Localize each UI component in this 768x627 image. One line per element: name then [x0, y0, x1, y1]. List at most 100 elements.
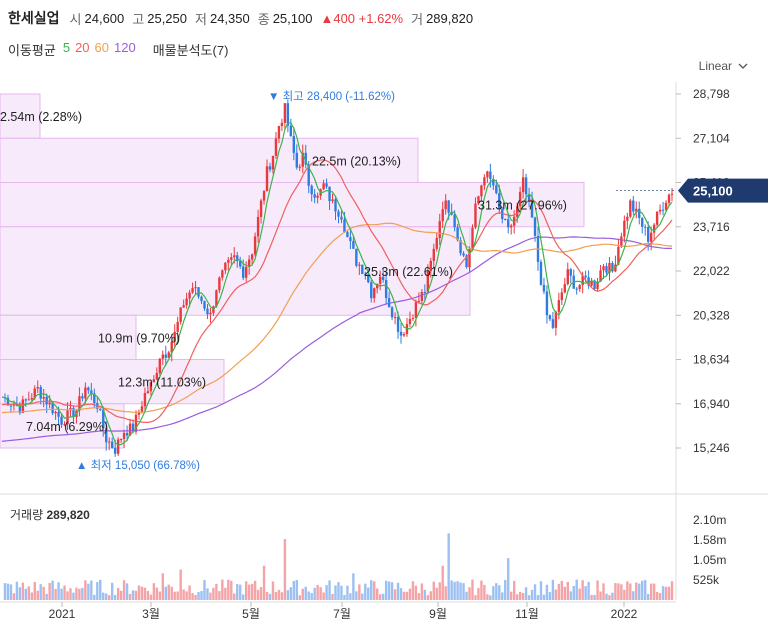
- candle-body: [191, 288, 194, 293]
- volume-bar: [563, 586, 566, 600]
- volume-profile-label: 7.04m (6.29%): [26, 420, 108, 434]
- volume-bar: [611, 592, 614, 600]
- x-tick-label: 2021: [49, 607, 76, 621]
- candle-body: [346, 232, 349, 238]
- volume-bar: [96, 582, 99, 600]
- volume-bar: [450, 580, 453, 600]
- volume-bar: [435, 587, 438, 600]
- volume-bar: [527, 595, 531, 600]
- candle-body: [304, 152, 307, 165]
- candle-body: [405, 324, 409, 335]
- volume-bar: [75, 587, 78, 600]
- candle-body: [477, 196, 480, 204]
- candle-body: [39, 387, 42, 399]
- candle-body: [15, 404, 19, 406]
- volume-bar: [423, 589, 427, 600]
- candle-body: [510, 225, 513, 228]
- candle-body: [569, 269, 572, 276]
- volume-bar: [60, 588, 63, 600]
- volume-bar: [116, 587, 120, 600]
- volume-bar: [298, 595, 301, 600]
- candle-body: [271, 155, 275, 170]
- volume-bar: [215, 583, 218, 600]
- candle-body: [670, 193, 674, 195]
- candle-body: [334, 199, 337, 212]
- ma-title: 이동평균: [8, 43, 56, 58]
- volume-bar: [113, 595, 117, 600]
- volume-bar: [381, 593, 385, 600]
- volume-bar: [322, 592, 325, 600]
- candle-body: [90, 390, 93, 394]
- volume-profile-bar: [0, 137, 419, 183]
- candle-body: [465, 255, 468, 268]
- volume-bar: [373, 581, 376, 600]
- volume-bar: [361, 593, 364, 600]
- volume-bar: [646, 593, 650, 600]
- candle-body: [209, 312, 212, 315]
- candle-body: [152, 379, 156, 383]
- candle-body: [27, 399, 30, 401]
- volume-bar: [438, 582, 441, 600]
- volume-bar: [295, 579, 298, 600]
- candle-body: [194, 287, 197, 289]
- volume-bar: [629, 583, 632, 600]
- volume-bar: [203, 580, 206, 600]
- volume-bar: [340, 585, 343, 600]
- candle-body: [316, 195, 319, 198]
- volume-bar: [411, 581, 415, 600]
- candle-body: [578, 285, 581, 289]
- volume-bar: [110, 582, 114, 600]
- volume-bar: [253, 580, 257, 600]
- candle-body: [146, 391, 150, 394]
- volume-bar: [170, 586, 173, 600]
- candle-body: [456, 227, 459, 241]
- volume-bar: [209, 592, 212, 600]
- candle-body: [593, 280, 596, 289]
- volume-bar: [441, 565, 444, 600]
- volume-bar: [105, 593, 108, 600]
- max-price-label: ▼ 최고 28,400 (-11.62%): [268, 90, 395, 103]
- volume-bar: [536, 595, 540, 600]
- candle-body: [498, 193, 501, 210]
- ma-legend[interactable]: 이동평균 5 20 60 120 매물분석도(7): [8, 40, 230, 59]
- volume-bar: [605, 593, 608, 600]
- candle-body: [265, 166, 269, 192]
- volume-bar: [474, 595, 477, 600]
- volume-bar: [81, 587, 84, 600]
- candle-body: [518, 192, 522, 207]
- volume-bar: [108, 595, 111, 600]
- candle-body: [110, 441, 114, 448]
- volume-bar: [399, 588, 403, 600]
- candle-body: [247, 259, 251, 267]
- candle-body: [554, 311, 558, 328]
- candle-body: [420, 291, 424, 301]
- candle-body: [325, 183, 328, 187]
- volume-bar: [191, 593, 194, 600]
- volume-bar: [21, 582, 25, 600]
- candle-body: [203, 301, 206, 309]
- candle-body: [581, 275, 584, 286]
- candle-body: [322, 183, 325, 190]
- candle-body: [161, 354, 164, 359]
- candle-body: [93, 393, 96, 404]
- volume-bar: [468, 587, 471, 600]
- volume-bar: [331, 593, 334, 600]
- volume-profile-label: 22.5m (20.13%): [312, 154, 401, 168]
- candle-body: [9, 405, 13, 407]
- volume-bar: [259, 587, 263, 600]
- volume-bar: [602, 583, 605, 600]
- volume-bar: [617, 583, 620, 600]
- volume-bar: [176, 591, 179, 600]
- candle-body: [453, 214, 456, 228]
- candle-body: [307, 164, 310, 186]
- volume-bar: [9, 584, 13, 600]
- candle-body: [137, 411, 141, 415]
- volume-bar: [122, 580, 126, 600]
- volume-bar: [140, 586, 144, 600]
- volume-bar: [137, 585, 141, 600]
- candle-body: [358, 264, 361, 266]
- candle-body: [233, 255, 236, 258]
- volume-bar: [316, 584, 319, 600]
- scale-toggle[interactable]: Linear: [699, 59, 748, 73]
